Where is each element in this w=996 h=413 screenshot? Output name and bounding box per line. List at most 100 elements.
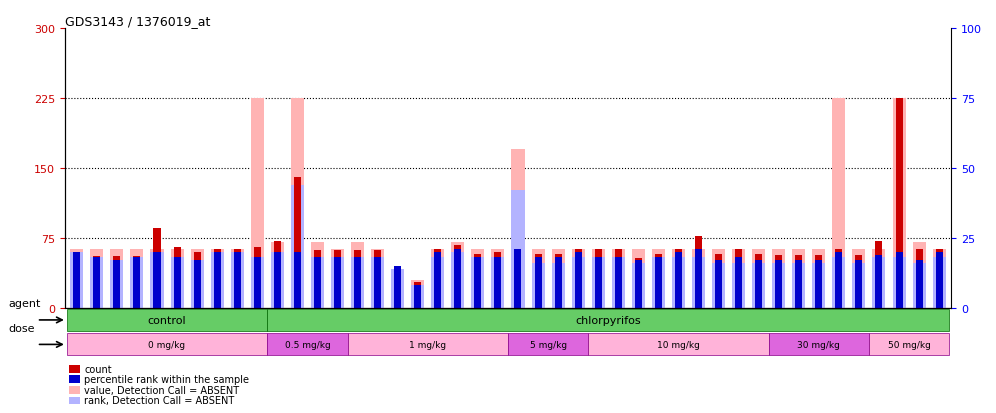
Bar	[153, 229, 160, 308]
Bar	[552, 249, 565, 308]
Bar	[572, 249, 585, 308]
Bar	[391, 269, 404, 308]
Bar	[833, 258, 846, 308]
Bar	[454, 249, 461, 308]
Bar	[589, 334, 769, 356]
Bar	[795, 261, 802, 308]
Bar	[173, 258, 180, 308]
Bar	[454, 246, 461, 308]
Bar	[334, 258, 341, 308]
Text: rank, Detection Call = ABSENT: rank, Detection Call = ABSENT	[85, 395, 234, 406]
Bar	[234, 249, 241, 308]
Bar	[715, 261, 722, 308]
Text: dose: dose	[8, 323, 35, 333]
Text: value, Detection Call = ABSENT: value, Detection Call = ABSENT	[85, 385, 239, 395]
Bar	[532, 263, 545, 308]
Text: chlorpyrifos: chlorpyrifos	[576, 315, 641, 325]
Bar	[434, 249, 441, 308]
Bar	[431, 249, 444, 308]
Bar	[651, 249, 665, 308]
Text: GDS3143 / 1376019_at: GDS3143 / 1376019_at	[65, 15, 210, 28]
Bar	[853, 249, 866, 308]
Bar	[654, 254, 662, 308]
Bar	[411, 286, 424, 308]
Bar	[775, 255, 782, 308]
Bar	[234, 252, 241, 308]
Bar	[314, 250, 321, 308]
Bar	[267, 309, 949, 331]
Bar	[675, 249, 682, 308]
Bar	[354, 250, 362, 308]
Text: 0 mg/kg: 0 mg/kg	[148, 340, 185, 349]
Bar	[515, 250, 522, 308]
Bar	[612, 249, 624, 308]
Bar	[535, 254, 542, 308]
Bar	[214, 249, 221, 308]
Bar	[91, 249, 104, 308]
Bar	[755, 254, 762, 308]
Bar	[695, 249, 702, 308]
Bar	[915, 261, 922, 308]
Bar	[575, 252, 582, 308]
Bar	[872, 258, 885, 308]
Text: 10 mg/kg: 10 mg/kg	[657, 340, 700, 349]
Bar	[254, 247, 261, 308]
Bar	[170, 249, 183, 308]
Bar	[114, 261, 121, 308]
Bar	[535, 258, 542, 308]
Bar	[875, 241, 882, 308]
Bar	[813, 263, 826, 308]
Bar	[816, 255, 823, 308]
Bar	[856, 255, 863, 308]
Bar	[869, 334, 949, 356]
Bar	[434, 252, 441, 308]
Bar	[592, 258, 605, 308]
Bar	[572, 258, 585, 308]
Bar	[411, 280, 424, 308]
Bar	[654, 258, 662, 308]
Bar	[67, 334, 267, 356]
Bar	[471, 249, 484, 308]
Bar	[836, 249, 843, 308]
Bar	[294, 178, 301, 308]
Bar	[612, 258, 624, 308]
Bar	[210, 252, 224, 308]
Bar	[331, 249, 344, 308]
Bar	[592, 249, 605, 308]
Bar	[515, 249, 522, 308]
Bar	[91, 258, 104, 308]
Bar	[792, 249, 806, 308]
Bar	[394, 285, 401, 308]
Text: 5 mg/kg: 5 mg/kg	[530, 340, 567, 349]
Bar	[853, 263, 866, 308]
Bar	[254, 258, 261, 308]
Bar	[856, 261, 863, 308]
Bar	[631, 249, 644, 308]
Bar	[314, 258, 321, 308]
Bar	[512, 191, 525, 308]
Text: agent: agent	[8, 299, 41, 309]
Bar	[474, 258, 481, 308]
Bar	[595, 258, 602, 308]
Bar	[555, 258, 562, 308]
Bar	[374, 250, 381, 308]
Bar	[414, 282, 421, 308]
Bar	[74, 252, 81, 308]
Text: 30 mg/kg: 30 mg/kg	[798, 340, 841, 349]
Bar	[111, 249, 124, 308]
Bar	[210, 249, 224, 308]
Bar	[414, 286, 421, 308]
Bar	[71, 252, 84, 308]
Bar	[351, 258, 365, 308]
Bar	[769, 334, 869, 356]
Bar	[130, 258, 143, 308]
Bar	[133, 258, 140, 308]
Bar	[715, 254, 722, 308]
Bar	[755, 261, 762, 308]
Bar	[615, 258, 622, 308]
Bar	[491, 249, 504, 308]
Bar	[348, 334, 508, 356]
Bar	[935, 252, 942, 308]
Bar	[94, 257, 101, 308]
Bar	[692, 258, 705, 308]
